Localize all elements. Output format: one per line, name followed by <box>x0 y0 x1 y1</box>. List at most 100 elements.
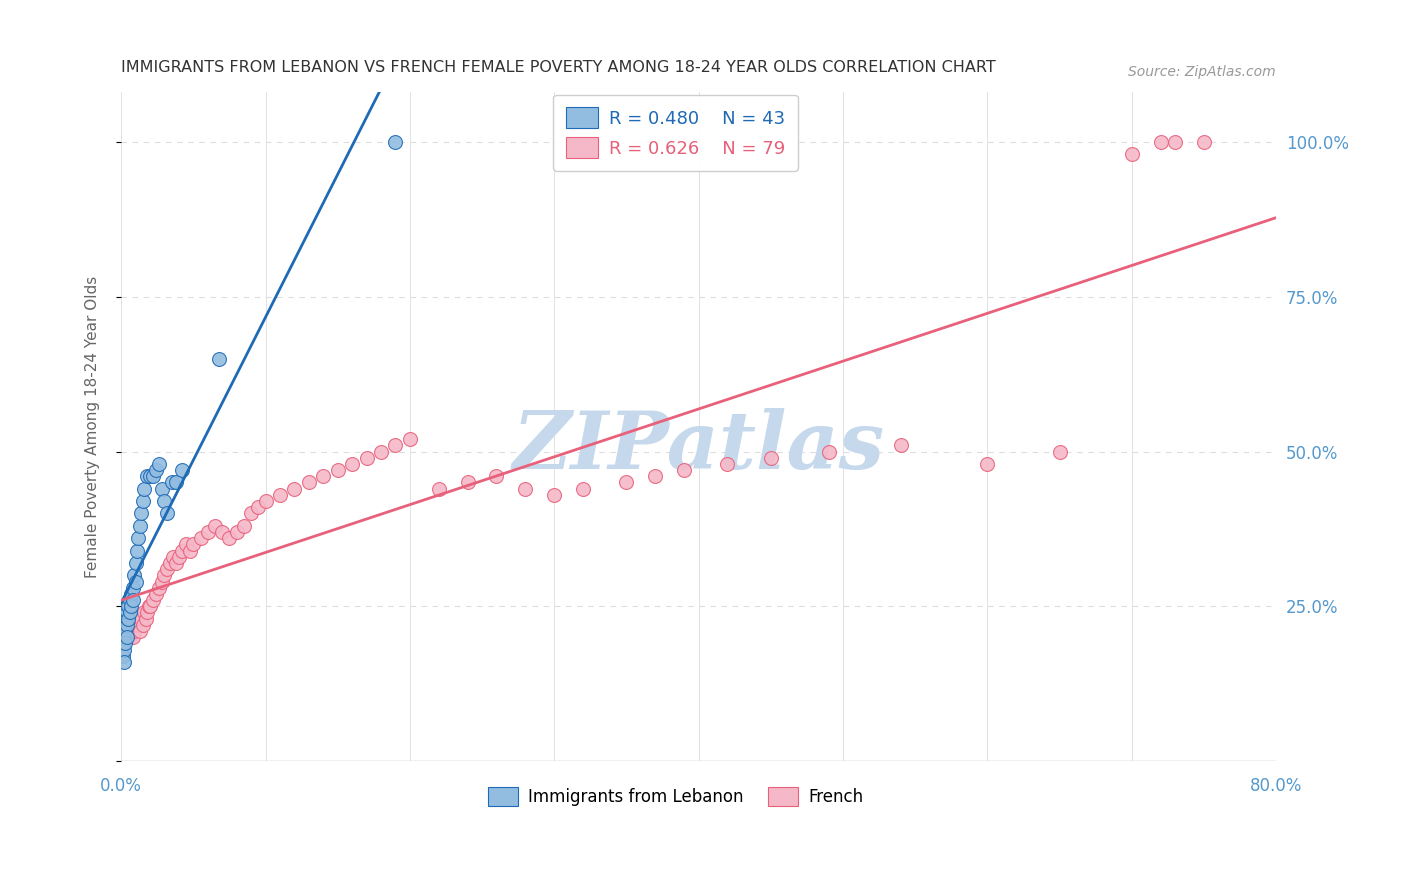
Point <box>204 518 226 533</box>
Point <box>384 438 406 452</box>
Text: IMMIGRANTS FROM LEBANON VS FRENCH FEMALE POVERTY AMONG 18-24 YEAR OLDS CORRELATI: IMMIGRANTS FROM LEBANON VS FRENCH FEMALE… <box>121 60 995 75</box>
Point <box>312 469 335 483</box>
Point <box>132 494 155 508</box>
Point <box>170 543 193 558</box>
Point <box>167 549 190 564</box>
Point <box>117 624 139 638</box>
Point <box>673 463 696 477</box>
Point <box>298 475 321 490</box>
Point <box>159 556 181 570</box>
Point <box>543 488 565 502</box>
Point <box>124 618 146 632</box>
Point <box>112 655 135 669</box>
Point <box>1164 135 1187 149</box>
Point <box>120 599 142 614</box>
Point <box>197 524 219 539</box>
Point <box>125 543 148 558</box>
Point <box>156 507 179 521</box>
Point <box>117 612 139 626</box>
Point <box>181 537 204 551</box>
Point <box>976 457 998 471</box>
Point <box>124 574 146 589</box>
Point <box>118 593 141 607</box>
Point <box>616 475 638 490</box>
Point <box>127 531 149 545</box>
Point <box>150 482 173 496</box>
Point <box>759 450 782 465</box>
Point <box>254 494 277 508</box>
Point <box>1149 135 1171 149</box>
Point <box>129 518 152 533</box>
Point <box>145 463 167 477</box>
Point <box>115 606 138 620</box>
Point <box>240 507 263 521</box>
Point <box>135 612 157 626</box>
Point <box>115 618 138 632</box>
Y-axis label: Female Poverty Among 18-24 Year Olds: Female Poverty Among 18-24 Year Olds <box>86 276 100 578</box>
Point <box>208 351 231 366</box>
Legend: Immigrants from Lebanon, French: Immigrants from Lebanon, French <box>481 780 870 813</box>
Point <box>118 618 141 632</box>
Point <box>427 482 450 496</box>
Point <box>117 599 139 614</box>
Point <box>160 475 183 490</box>
Point <box>817 444 839 458</box>
Point <box>384 135 406 149</box>
Text: Source: ZipAtlas.com: Source: ZipAtlas.com <box>1129 65 1277 79</box>
Point <box>716 457 738 471</box>
Point <box>1121 147 1143 161</box>
Point <box>190 531 212 545</box>
Point <box>156 562 179 576</box>
Point <box>356 450 378 465</box>
Point <box>283 482 305 496</box>
Point <box>111 630 134 644</box>
Point <box>225 524 247 539</box>
Point <box>165 556 187 570</box>
Point <box>120 587 142 601</box>
Point <box>114 636 136 650</box>
Point <box>122 568 145 582</box>
Point <box>114 612 136 626</box>
Point <box>247 500 270 515</box>
Point <box>136 606 159 620</box>
Point <box>139 469 162 483</box>
Point <box>485 469 508 483</box>
Point <box>142 469 165 483</box>
Point <box>148 457 170 471</box>
Point <box>134 606 156 620</box>
Point <box>112 630 135 644</box>
Point <box>121 593 143 607</box>
Text: ZIPatlas: ZIPatlas <box>513 408 884 485</box>
Point <box>111 624 134 638</box>
Point <box>115 630 138 644</box>
Point <box>115 630 138 644</box>
Point <box>174 537 197 551</box>
Point <box>148 581 170 595</box>
Point <box>326 463 349 477</box>
Point <box>457 475 479 490</box>
Point <box>399 432 422 446</box>
Point <box>162 549 184 564</box>
Point <box>890 438 912 452</box>
Point <box>117 612 139 626</box>
Point <box>114 624 136 638</box>
Point <box>145 587 167 601</box>
Point <box>111 636 134 650</box>
Point <box>122 624 145 638</box>
Point <box>112 618 135 632</box>
Point <box>179 543 201 558</box>
Point <box>111 648 134 663</box>
Point <box>211 524 233 539</box>
Point <box>121 630 143 644</box>
Point <box>232 518 254 533</box>
Point <box>124 556 146 570</box>
Point <box>165 475 187 490</box>
Point <box>218 531 240 545</box>
Point <box>136 469 159 483</box>
Point <box>170 463 193 477</box>
Point <box>112 618 135 632</box>
Point <box>644 469 666 483</box>
Point <box>131 612 153 626</box>
Point <box>115 618 138 632</box>
Point <box>1192 135 1215 149</box>
